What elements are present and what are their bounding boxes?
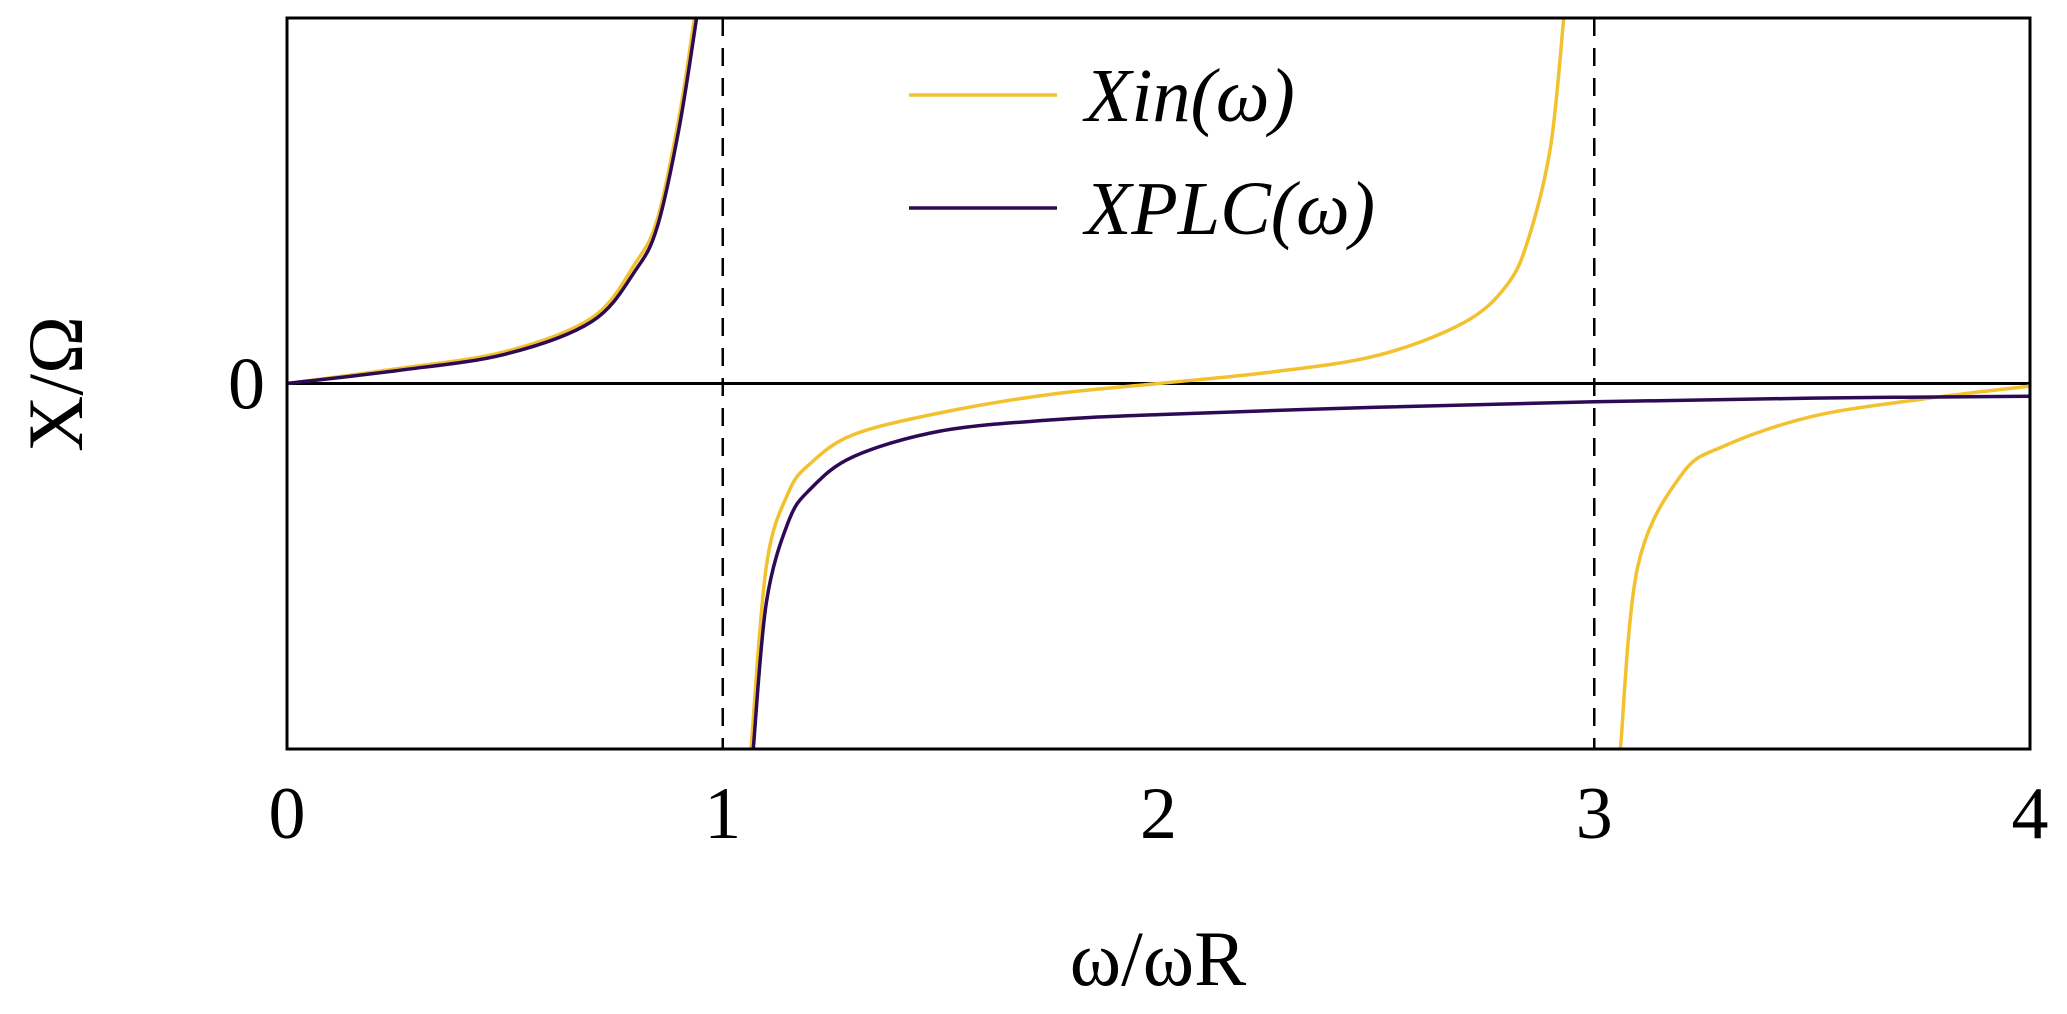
y-axis-label: X/Ω xyxy=(12,316,99,452)
y-tick-label: 0 xyxy=(228,344,265,426)
x-tick-label: 1 xyxy=(704,773,741,855)
plot-frame xyxy=(285,16,2032,751)
x-tick-label: 0 xyxy=(269,773,306,855)
x-tick-label: 2 xyxy=(1140,773,1177,855)
x-tick-label: 4 xyxy=(2012,773,2049,855)
x-tick-label: 3 xyxy=(1576,773,1613,855)
legend-label: Xin(ω) xyxy=(1082,54,1295,138)
plot-area: 0 0 1 2 3 4 Xin(ω) XPLC(ω) xyxy=(228,16,2049,855)
x-axis-label: ω/ωR xyxy=(1070,915,1246,1002)
legend-label: XPLC(ω) xyxy=(1082,167,1375,251)
series-line xyxy=(287,18,2030,749)
series-line xyxy=(287,18,2030,749)
